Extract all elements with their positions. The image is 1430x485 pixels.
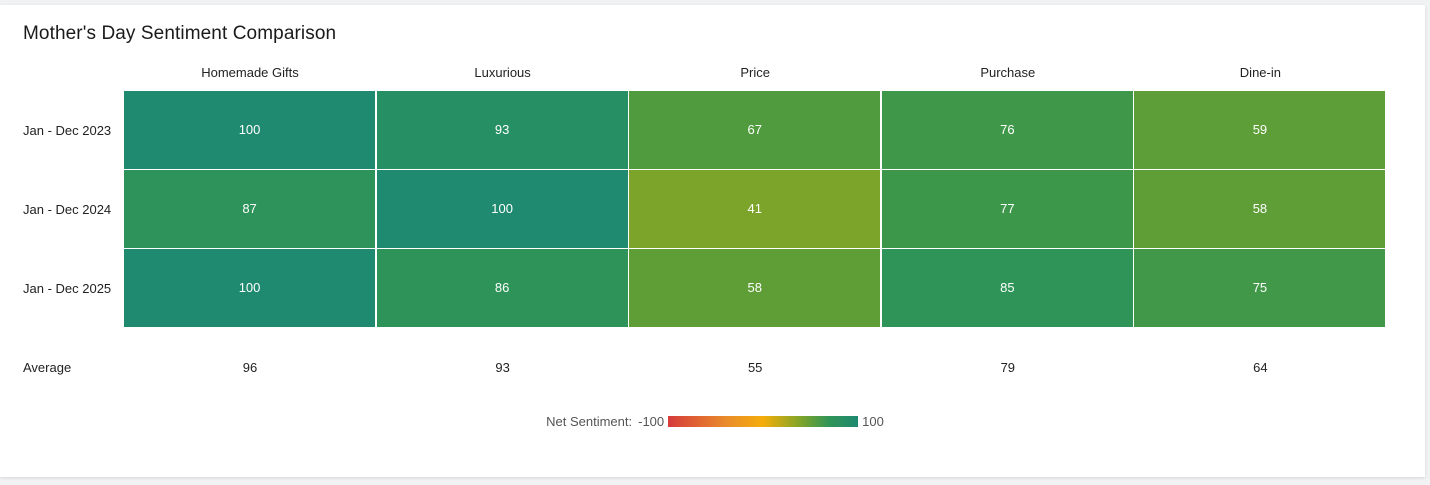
heatmap-cell[interactable]: 41: [629, 170, 881, 248]
heatmap-cell[interactable]: 86: [376, 249, 628, 327]
heatmap-cell[interactable]: 67: [629, 91, 881, 169]
heatmap-cell[interactable]: 77: [881, 170, 1133, 248]
average-value: 96: [242, 360, 258, 375]
heatmap-cell[interactable]: 87: [124, 170, 376, 248]
color-legend: Net Sentiment: -100 100: [0, 414, 1430, 429]
average-value: 64: [1253, 360, 1268, 375]
heatmap-cell[interactable]: 85: [881, 249, 1133, 327]
average-value: 93: [495, 360, 510, 375]
heatmap-cell[interactable]: 75: [1134, 249, 1386, 327]
heatmap-cell[interactable]: 76: [881, 91, 1133, 169]
heatmap-cell[interactable]: 100: [124, 249, 376, 327]
column-header: Price: [740, 65, 770, 80]
column-header: Luxurious: [474, 65, 531, 80]
row-label: Jan - Dec 2024: [23, 202, 112, 217]
legend-min-label: -100: [638, 414, 665, 429]
row-label: Jan - Dec 2025: [23, 281, 112, 296]
average-value: 55: [747, 360, 763, 375]
heatmap-cell[interactable]: 59: [1134, 91, 1386, 169]
average-label: Average: [23, 360, 72, 375]
heatmap-cell[interactable]: 100: [124, 91, 376, 169]
legend-max-label: 100: [862, 414, 884, 429]
column-header: Purchase: [980, 65, 1036, 80]
heatmap-cell[interactable]: 58: [629, 249, 881, 327]
row-label: Jan - Dec 2023: [23, 123, 112, 138]
heatmap-cell[interactable]: 58: [1134, 170, 1386, 248]
chart-title: Mother's Day Sentiment Comparison: [23, 23, 337, 44]
chart-card: Mother's Day Sentiment Comparison 100 93 6…: [0, 5, 1425, 477]
heatmap-cell[interactable]: 93: [376, 91, 628, 169]
average-value: 79: [1000, 360, 1016, 375]
legend-label: Net Sentiment:: [546, 414, 633, 429]
column-header: Dine-in: [1239, 65, 1281, 80]
legend-color-bar: [668, 416, 859, 427]
heatmap-cell[interactable]: 100: [376, 170, 628, 248]
column-header: Homemade Gifts: [201, 65, 299, 80]
